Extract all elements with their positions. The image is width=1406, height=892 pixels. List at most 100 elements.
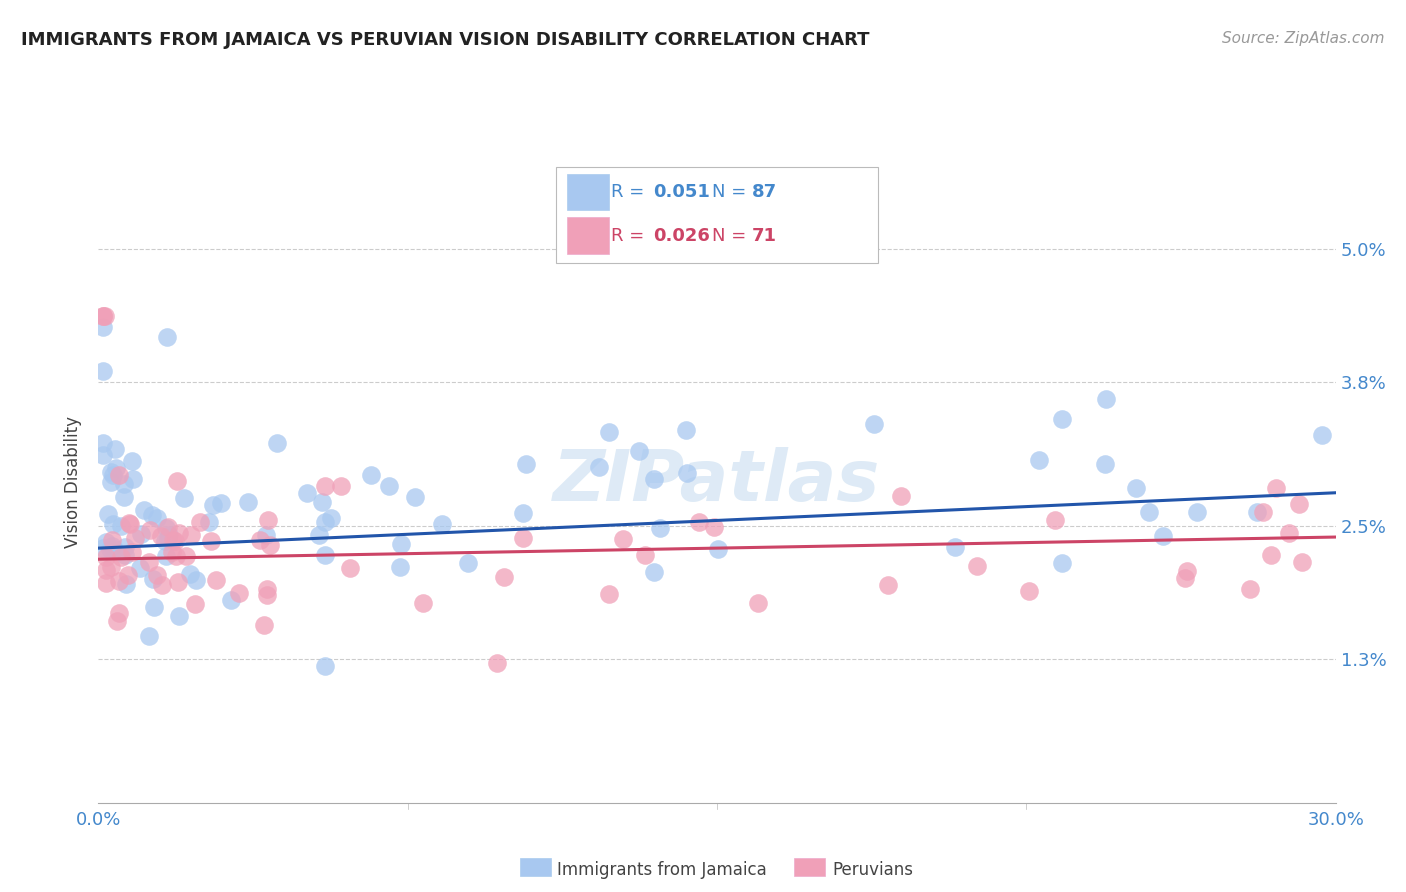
Point	[155, 521, 177, 535]
Point	[703, 520, 725, 534]
Point	[108, 574, 131, 588]
Point	[1288, 497, 1310, 511]
Point	[96, 563, 118, 577]
Point	[198, 515, 221, 529]
Point	[201, 498, 224, 512]
Point	[138, 629, 160, 643]
Point	[236, 495, 259, 509]
Point	[91, 309, 114, 323]
Point	[167, 575, 190, 590]
Point	[94, 576, 117, 591]
Point	[485, 656, 508, 670]
Text: 0.026: 0.026	[652, 227, 710, 245]
Point	[118, 516, 141, 530]
Point	[457, 556, 479, 570]
Point	[180, 528, 202, 542]
Point	[228, 586, 250, 600]
Point	[1264, 481, 1286, 495]
Point	[329, 479, 352, 493]
Point	[256, 582, 278, 596]
Point	[173, 491, 195, 505]
Point	[131, 526, 153, 541]
Point	[432, 516, 454, 531]
Point	[1187, 505, 1209, 519]
Text: ZIPatlas: ZIPatlas	[554, 447, 880, 516]
Point	[91, 364, 114, 378]
Point	[156, 330, 179, 344]
Point	[1246, 505, 1268, 519]
Point	[862, 417, 884, 431]
Point	[165, 549, 187, 564]
Point	[100, 465, 122, 479]
Point	[412, 596, 434, 610]
Point	[94, 309, 117, 323]
Point	[643, 472, 665, 486]
Point	[101, 539, 124, 553]
Point	[183, 597, 205, 611]
Point	[308, 528, 330, 542]
Point	[117, 567, 139, 582]
Point	[146, 511, 169, 525]
Text: N =: N =	[711, 227, 752, 245]
Point	[162, 533, 184, 547]
Point	[104, 442, 127, 457]
Point	[1175, 564, 1198, 578]
Point	[169, 526, 191, 541]
Point	[124, 531, 146, 545]
Point	[91, 436, 114, 450]
Point	[219, 593, 242, 607]
Point	[257, 513, 280, 527]
Point	[1125, 481, 1147, 495]
Point	[105, 614, 128, 628]
Point	[1152, 529, 1174, 543]
Point	[612, 532, 634, 546]
Point	[112, 477, 135, 491]
Text: 71: 71	[751, 227, 776, 245]
Point	[163, 534, 186, 549]
Point	[93, 448, 115, 462]
Point	[311, 495, 333, 509]
Point	[1137, 505, 1160, 519]
Point	[167, 609, 190, 624]
Point	[634, 549, 657, 563]
Point	[139, 524, 162, 538]
Point	[121, 454, 143, 468]
Point	[254, 528, 277, 542]
Point	[98, 542, 121, 557]
Point	[314, 548, 336, 562]
Point	[156, 531, 179, 545]
Point	[890, 489, 912, 503]
Point	[153, 533, 176, 548]
Point	[494, 569, 516, 583]
Point	[404, 490, 426, 504]
Point	[1251, 505, 1274, 519]
Point	[588, 460, 610, 475]
Point	[146, 567, 169, 582]
Point	[120, 516, 142, 531]
Point	[266, 435, 288, 450]
Point	[966, 558, 988, 573]
Point	[138, 556, 160, 570]
Point	[103, 468, 125, 483]
Point	[94, 550, 117, 565]
Point	[676, 466, 699, 480]
Point	[707, 541, 730, 556]
Point	[1094, 457, 1116, 471]
Point	[1291, 555, 1313, 569]
Point	[1239, 582, 1261, 596]
Point	[256, 588, 278, 602]
Point	[1050, 556, 1073, 570]
Point	[132, 503, 155, 517]
Point	[91, 309, 114, 323]
Point	[1094, 392, 1116, 406]
Point	[114, 548, 136, 562]
Point	[142, 572, 165, 586]
Point	[155, 549, 177, 563]
Point	[628, 443, 651, 458]
Point	[643, 565, 665, 579]
Point	[1028, 452, 1050, 467]
Point	[121, 544, 143, 558]
Point	[108, 467, 131, 482]
Point	[110, 519, 132, 533]
Point	[162, 545, 184, 559]
